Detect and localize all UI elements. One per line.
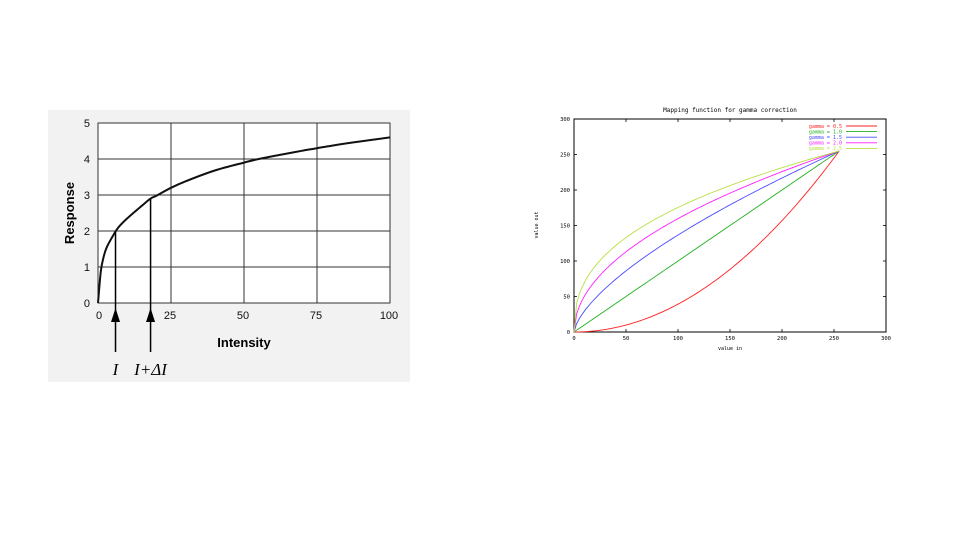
response-intensity-chart: 0 1 2 3 4 5 0 25 50 75 100 I I+ΔI Response Intensi… xyxy=(48,110,410,382)
chart2-x-axis-label: value in xyxy=(718,346,742,352)
legend-entry-label: gamma = 0.5 xyxy=(809,124,842,130)
chart2-y-axis-label: value out xyxy=(534,211,540,238)
chart2-y-tick-label: 150 xyxy=(560,224,570,230)
gamma-series-line xyxy=(573,150,840,333)
chart2-x-tick-label: 200 xyxy=(777,336,787,342)
chart2-y-tick-label: 300 xyxy=(560,117,570,123)
chart2-y-tick-label: 200 xyxy=(560,188,570,194)
chart2-x-tick-label: 0 xyxy=(572,336,575,342)
chart1-y-tick-label: 0 xyxy=(84,298,90,310)
chart2-y-tick-label: 250 xyxy=(560,153,570,159)
chart1-y-tick-label: 5 xyxy=(84,118,90,130)
chart2-x-tick-label: 250 xyxy=(829,336,839,342)
chart2-x-tick-label: 100 xyxy=(673,336,683,342)
chart1-y-tick-label: 2 xyxy=(84,226,90,238)
chart1-y-tick-label: 1 xyxy=(84,262,90,274)
gamma-series-line xyxy=(573,150,840,333)
chart1-x-tick-label: 0 xyxy=(96,310,102,322)
chart2-x-tick-label: 300 xyxy=(881,336,891,342)
chart2-x-tick-label: 50 xyxy=(623,336,630,342)
gamma-series-line xyxy=(573,150,840,333)
annotation-arrowhead xyxy=(146,308,156,322)
chart1-x-tick-label: 75 xyxy=(310,310,322,322)
chart2-y-tick-label: 100 xyxy=(560,259,570,265)
annotation-label: I xyxy=(112,360,120,379)
annotation-label: I+ΔI xyxy=(133,360,168,379)
legend-entry-label: gamma = 1.0 xyxy=(809,129,842,135)
chart1-x-axis-label: Intensity xyxy=(217,335,271,350)
gamma-correction-chart: Mapping function for gamma correction 0 5… xyxy=(534,107,891,352)
response-curve xyxy=(97,136,391,304)
chart2-y-tick-label: 50 xyxy=(563,295,570,301)
chart1-y-axis-label: Response xyxy=(62,182,77,244)
annotation-arrowhead xyxy=(111,308,121,322)
legend-entry-label: gamma = 1.5 xyxy=(809,135,842,141)
legend-entry-label: gamma = 2.5 xyxy=(809,146,842,152)
chart1-x-tick-label: 25 xyxy=(164,310,176,322)
chart2-y-tick-label: 0 xyxy=(567,330,570,336)
chart1-y-tick-label: 3 xyxy=(84,190,90,202)
gamma-series-line xyxy=(573,150,840,333)
gamma-series-line xyxy=(573,150,840,333)
chart2-x-tick-label: 150 xyxy=(725,336,735,342)
chart1-x-tick-label: 100 xyxy=(380,310,398,322)
legend-entry-label: gamma = 2.0 xyxy=(809,141,842,147)
chart1-x-tick-label: 50 xyxy=(237,310,249,322)
chart2-title: Mapping function for gamma correction xyxy=(663,107,797,114)
chart1-y-tick-label: 4 xyxy=(84,154,90,166)
